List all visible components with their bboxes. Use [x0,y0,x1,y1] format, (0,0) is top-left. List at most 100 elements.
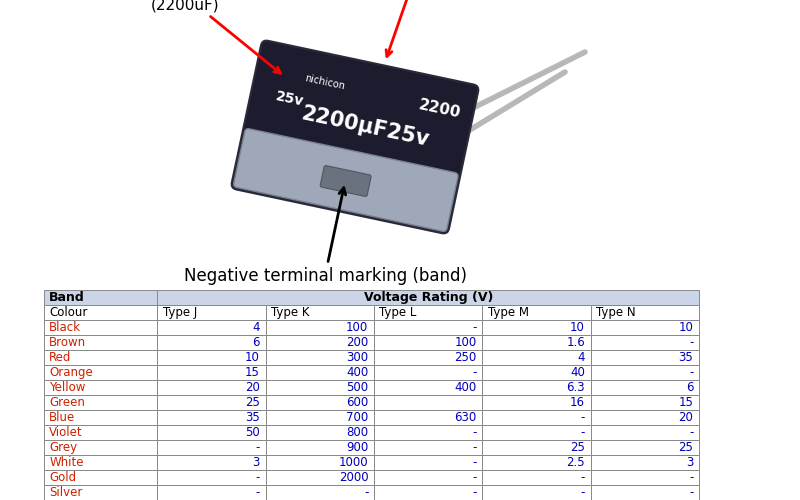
Text: Capacitance
(2200uF): Capacitance (2200uF) [138,0,281,74]
Bar [158,365,266,380]
Bar [591,305,699,320]
Bar [44,335,158,350]
Text: 10: 10 [678,321,694,334]
Text: 10: 10 [245,351,260,364]
Text: Violet: Violet [49,426,82,439]
Text: 4: 4 [578,351,585,364]
Bar [374,425,482,440]
Bar [374,335,482,350]
Text: nichicon: nichicon [304,73,346,91]
Text: -: - [689,366,694,379]
Text: 500: 500 [346,381,368,394]
Bar [482,350,591,365]
Text: -: - [472,456,477,469]
Text: Type K: Type K [271,306,310,319]
Bar [374,380,482,395]
Text: -: - [255,471,260,484]
Bar [482,440,591,455]
Bar [44,440,158,455]
Bar [591,335,699,350]
Bar [591,440,699,455]
Text: 1000: 1000 [338,456,368,469]
Text: -: - [255,441,260,454]
Text: Voltage Rating (V): Voltage Rating (V) [364,291,493,304]
Text: 15: 15 [678,396,694,409]
Bar [482,395,591,410]
Text: 250: 250 [454,351,477,364]
Bar [266,470,374,485]
Bar [374,455,482,470]
Bar [266,365,374,380]
Text: -: - [472,426,477,439]
Bar [374,305,482,320]
Text: Gold: Gold [49,471,76,484]
Text: -: - [581,411,585,424]
Text: 900: 900 [346,441,368,454]
Text: Negative terminal marking (band): Negative terminal marking (band) [183,188,466,285]
Text: -: - [581,486,585,499]
Text: 25: 25 [570,441,585,454]
Text: -: - [689,486,694,499]
Bar [158,290,699,305]
Bar [44,290,158,305]
Text: 800: 800 [346,426,368,439]
Bar [266,350,374,365]
Bar [158,305,266,320]
Bar [44,455,158,470]
Text: Grey: Grey [49,441,78,454]
Bar [266,380,374,395]
Text: 15: 15 [245,366,260,379]
Bar [158,440,266,455]
Bar [482,410,591,425]
Bar [591,365,699,380]
Bar [44,350,158,365]
FancyBboxPatch shape [234,128,458,232]
Bar [44,425,158,440]
Bar [591,470,699,485]
Text: White: White [49,456,84,469]
Bar [266,395,374,410]
Text: 25v: 25v [274,89,306,109]
Text: Orange: Orange [49,366,93,379]
Bar [482,485,591,500]
Text: -: - [472,471,477,484]
Text: 2200µF25v: 2200µF25v [299,104,431,150]
Text: -: - [689,426,694,439]
Text: 20: 20 [678,411,694,424]
Text: Type L: Type L [379,306,417,319]
Bar [482,470,591,485]
Text: Type J: Type J [162,306,197,319]
Text: 35: 35 [678,351,694,364]
Text: 1.6: 1.6 [566,336,585,349]
Text: Brown: Brown [49,336,86,349]
Text: 25: 25 [678,441,694,454]
Text: 10: 10 [570,321,585,334]
Text: -: - [472,441,477,454]
Text: 100: 100 [346,321,368,334]
Bar [158,425,266,440]
Text: Band: Band [49,291,85,304]
Text: Type M: Type M [487,306,529,319]
Bar [158,320,266,335]
Bar [158,455,266,470]
Bar [44,395,158,410]
Bar [158,335,266,350]
Bar [266,320,374,335]
Text: 6: 6 [686,381,694,394]
Bar [482,380,591,395]
Bar [266,455,374,470]
Text: 3: 3 [253,456,260,469]
Bar [44,305,158,320]
Bar [482,305,591,320]
Text: Yellow: Yellow [49,381,86,394]
Text: -: - [472,321,477,334]
Text: Green: Green [49,396,85,409]
Text: 2200: 2200 [418,97,462,121]
Text: 100: 100 [454,336,477,349]
Text: 200: 200 [346,336,368,349]
Bar [591,485,699,500]
Bar [482,455,591,470]
Bar [266,425,374,440]
Text: 4: 4 [253,321,260,334]
Text: 300: 300 [346,351,368,364]
